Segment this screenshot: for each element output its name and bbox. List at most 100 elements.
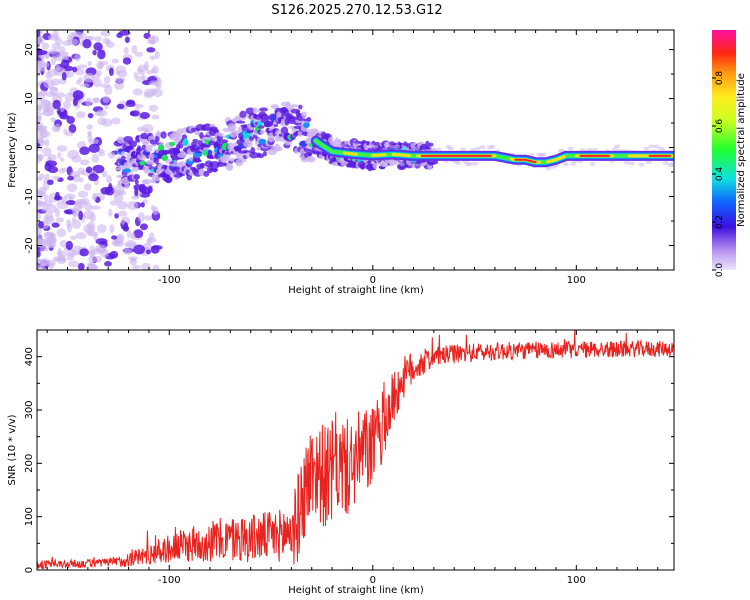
spectrogram-noise-blob [48, 154, 57, 162]
spectrogram-noise-blob [85, 97, 92, 108]
spectrogram-noise-blob [37, 60, 46, 69]
spectrogram-tone-core [546, 155, 566, 164]
spectrogram-noise-blob [88, 255, 97, 263]
spectrogram-noise-blob [55, 92, 66, 98]
spectrogram-ridge-blob [245, 107, 256, 115]
spectrogram-ridge-blob [267, 137, 275, 143]
spectrogram-halo-blob [562, 162, 569, 167]
spectrogram-noise-blob [133, 72, 139, 79]
spectrogram-y-tick-label: 20 [24, 43, 35, 56]
spectrogram-noise-blob [105, 41, 115, 48]
spectrogram-noise-blob [56, 145, 68, 152]
spectrogram-x-tick-label: 0 [370, 275, 376, 286]
spectrogram-halo-blob [648, 144, 655, 149]
colorbar: 0.0 0.2 0.4 0.6 0.8 Normalized spectral ampl… [712, 30, 747, 277]
spectrogram-noise-blob [152, 65, 159, 74]
spectrogram-ridge-blob [116, 136, 125, 144]
spectrogram-noise-blob [107, 151, 116, 159]
spectrogram-noise-blob [79, 83, 90, 88]
spectrogram-peak-blob [169, 141, 176, 147]
spectrogram-noise-blob [43, 79, 55, 89]
spectrogram-ridge-blob [224, 156, 230, 162]
spectrogram-noise-blob [102, 95, 110, 104]
spectrogram-noise-blob [132, 88, 143, 96]
spectrogram-noise-blob [100, 30, 111, 37]
spectrogram-noise-blob [41, 42, 50, 50]
spectrogram-noise-blob [111, 58, 120, 64]
spectrogram-noise-blob [153, 88, 163, 98]
spectrogram-ridge-blob [261, 115, 271, 120]
spectrogram-noise-blob [76, 111, 86, 119]
spectrogram-noise-blob [89, 205, 101, 210]
spectrogram-halo-blob [567, 146, 574, 151]
spectrogram-noise-blob [131, 44, 138, 54]
spectrogram-noise-blob [43, 231, 55, 240]
spectrogram-noise-blob [144, 88, 156, 97]
spectrogram-noise-blob [111, 117, 121, 125]
figure-title: S126.2025.270.12.53.G12 [271, 3, 442, 18]
spectrogram-peak-blob [258, 138, 267, 145]
spectrogram-noise-blob [65, 199, 76, 206]
spectrogram-ridge-blob [129, 140, 137, 148]
spectrogram-noise-blob [68, 124, 77, 134]
spectrogram-noise-blob [37, 189, 46, 197]
spectrogram-noise-blob [111, 235, 118, 240]
spectrogram-ridge-blob [297, 130, 304, 137]
spectrogram-halo-blob [411, 162, 418, 167]
spectrogram-noise-blob [98, 151, 106, 157]
spectrogram-noise-blob [92, 49, 97, 56]
spectrogram-ridge-blob [209, 161, 220, 169]
spectrogram-ridge-blob [278, 133, 283, 137]
spectrogram-noise-blob [148, 80, 160, 86]
colorbar-label: Normalized spectral amplitude [736, 73, 747, 227]
spectrogram-noise-blob [72, 97, 78, 107]
spectrogram-halo-blob [389, 144, 396, 149]
spectrogram-ridge-blob [120, 151, 126, 156]
spectrogram-noise-blob [75, 232, 87, 240]
spectrogram-ridge-blob [258, 153, 265, 159]
spectrogram-noise-blob [37, 238, 48, 249]
spectrogram-ridge-blob [145, 144, 153, 153]
spectrogram-noise-blob [91, 153, 100, 163]
spectrogram-noise-blob [56, 228, 67, 238]
spectrogram-noise-blob [156, 84, 162, 90]
snr-y-label: SNR (10 * v/v) [7, 414, 18, 485]
spectrogram-halo-blob [662, 161, 669, 166]
spectrogram-noise-blob [137, 212, 145, 222]
spectrogram-tone-core [342, 151, 358, 156]
spectrogram-noise-blob [84, 202, 92, 212]
spectrogram-noise-blob [129, 110, 140, 117]
spectrogram-noise-blob [83, 72, 95, 83]
spectrogram-halo-blob [467, 161, 474, 166]
spectrogram-halo-blob [435, 147, 442, 152]
spectrogram-ridge-blob [266, 121, 274, 125]
spectrogram-halo-blob [460, 147, 467, 152]
spectrogram-y-tick-label: 10 [24, 92, 35, 105]
spectrogram-ridge-blob [276, 146, 283, 152]
spectrogram-halo-blob [401, 145, 408, 150]
spectrogram-noise-blob [74, 53, 81, 62]
spectrogram-noise-blob [109, 250, 119, 259]
spectrogram-noise-blob [130, 232, 136, 240]
spectrogram-noise-blob [52, 99, 61, 110]
spectrogram-noise-blob [37, 250, 41, 258]
spectrogram-noise-blob [60, 59, 70, 69]
spectrogram-ridge-blob [141, 178, 152, 185]
spectrogram-peak-blob [182, 138, 189, 147]
spectrogram-noise-blob [37, 36, 45, 45]
colorbar-ticks: 0.0 0.2 0.4 0.6 0.8 [712, 71, 725, 277]
spectrogram-halo-blob [645, 160, 652, 165]
spectrogram-noise-blob [58, 168, 66, 174]
spectrogram-ridge-blob [193, 159, 202, 163]
spectrogram-noise-blob [41, 203, 49, 213]
spectrogram-noise-blob [55, 191, 60, 200]
spectrogram-noise-blob [132, 103, 144, 109]
spectrogram-noise-blob [101, 170, 108, 178]
spectrogram-noise-blob [45, 71, 51, 77]
spectrogram-noise-blob [145, 249, 151, 255]
snr-series-line [37, 330, 674, 570]
spectrogram-noise-blob [83, 210, 95, 220]
spectrogram-y-label: Frequency (Hz) [7, 112, 18, 188]
spectrogram-noise-blob [114, 77, 126, 82]
